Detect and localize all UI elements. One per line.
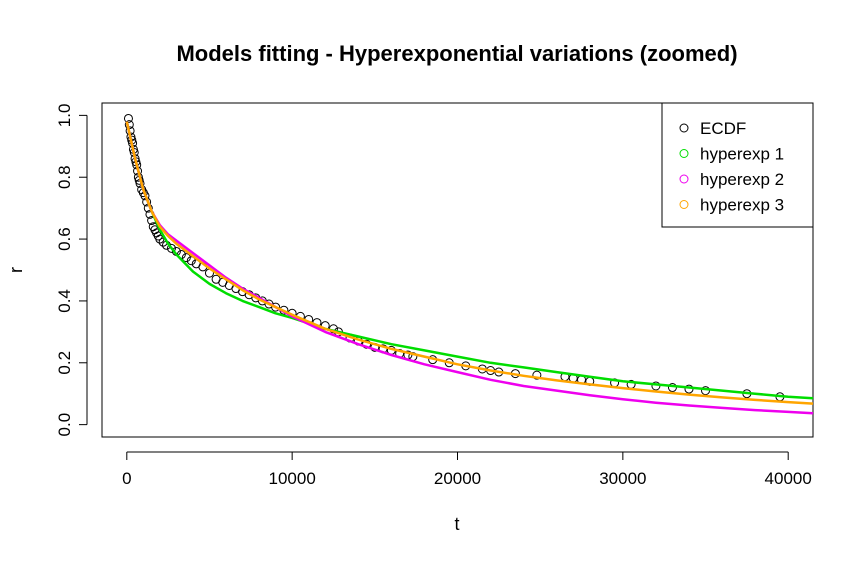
- y-tick-label: 0.4: [55, 289, 74, 313]
- y-axis-label: r: [6, 267, 26, 273]
- y-tick-label: 1.0: [55, 104, 74, 128]
- legend: ECDF hyperexp 1 hyperexp 2 hyperexp 3: [661, 102, 814, 228]
- hyperexp-1-line: [125, 121, 814, 400]
- ecdf-point: [532, 370, 542, 380]
- x-tick-label: 30000: [599, 469, 646, 488]
- legend-entry-label: hyperexp 3: [700, 196, 784, 215]
- chart-title: Models fitting - Hyperexponential variat…: [176, 41, 737, 66]
- legend-marker: [679, 200, 689, 209]
- legend-marker: [679, 174, 689, 184]
- legend-entry-label: hyperexp 2: [700, 170, 784, 189]
- x-tick-label: 20000: [434, 469, 481, 488]
- ecdf-point: [123, 113, 133, 123]
- y-axis: 0.0 0.2 0.4 0.6 0.8 1.0: [55, 104, 88, 437]
- ecdf-point: [186, 256, 196, 266]
- ecdf-point: [181, 253, 191, 263]
- legend-entry-label: ECDF: [700, 119, 746, 138]
- hyperexp-3-line: [125, 121, 814, 405]
- ecdf-point: [166, 243, 176, 253]
- legend-marker: [679, 123, 689, 133]
- y-tick-label: 0.2: [55, 351, 74, 375]
- x-tick-label: 10000: [269, 469, 316, 488]
- x-axis-label: t: [454, 514, 459, 534]
- y-tick-label: 0.0: [55, 413, 74, 437]
- legend-entry-label: hyperexp 1: [700, 145, 784, 164]
- y-tick-label: 0.8: [55, 165, 74, 189]
- ecdf-point: [155, 234, 165, 244]
- y-tick-label: 0.6: [55, 227, 74, 251]
- x-tick-label: 40000: [765, 469, 812, 488]
- ecdf-point: [271, 302, 281, 312]
- x-tick-label: 0: [122, 469, 131, 488]
- x-axis: 0 10000 20000 30000 40000: [122, 451, 812, 488]
- series-layer: [123, 113, 814, 415]
- plot-frame: [101, 102, 814, 438]
- legend-marker: [679, 149, 689, 158]
